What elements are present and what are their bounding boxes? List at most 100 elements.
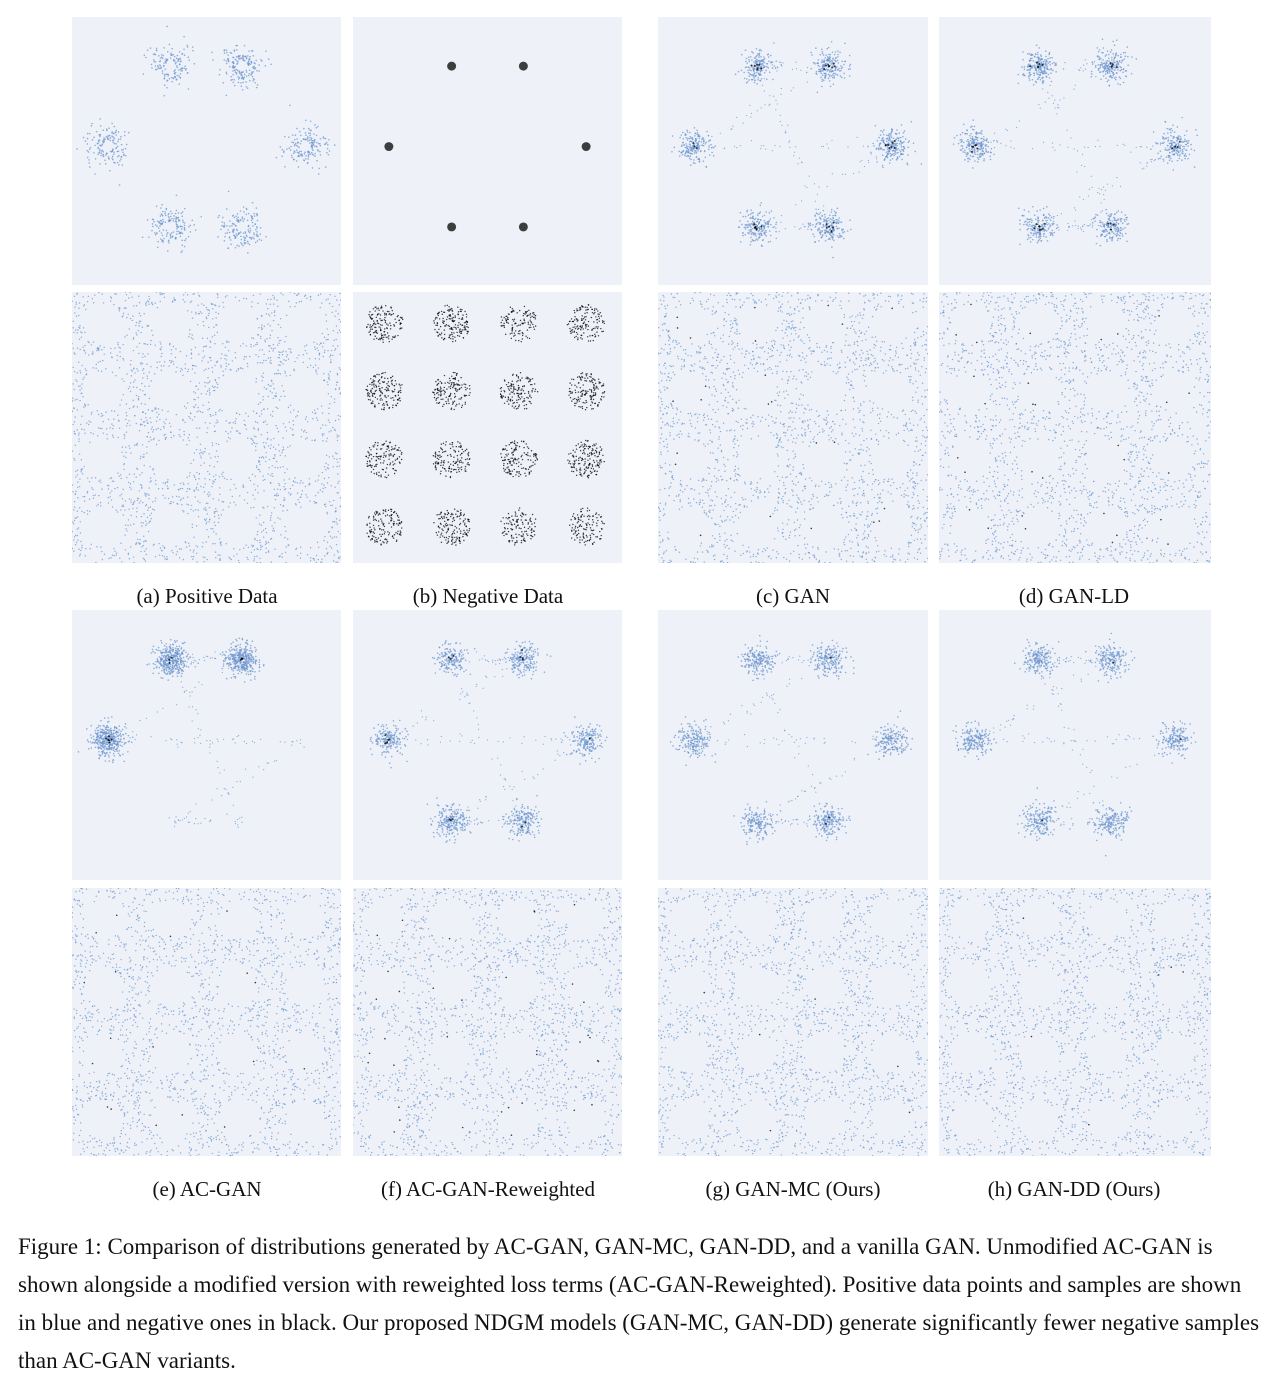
sample-point bbox=[101, 427, 103, 430]
sample-point bbox=[989, 155, 991, 158]
sample-point bbox=[1044, 72, 1047, 75]
sample-point bbox=[1045, 63, 1048, 66]
sample-point bbox=[208, 506, 211, 509]
sample-point bbox=[77, 539, 79, 541]
sample-point bbox=[683, 144, 685, 146]
sample-point bbox=[92, 497, 95, 500]
sample-point bbox=[896, 142, 898, 145]
sample-point bbox=[1017, 73, 1020, 76]
sample-point bbox=[132, 399, 134, 402]
sample-point bbox=[692, 144, 694, 147]
sample-point bbox=[757, 78, 759, 81]
sample-point bbox=[89, 510, 91, 513]
sample-point bbox=[1044, 225, 1046, 228]
sample-point bbox=[243, 239, 246, 241]
sample-point bbox=[826, 143, 828, 145]
sample-point bbox=[319, 306, 321, 309]
sample-point bbox=[256, 84, 259, 86]
sample-point bbox=[335, 521, 337, 523]
sample-point bbox=[830, 211, 833, 213]
sample-point bbox=[880, 139, 883, 142]
sample-point bbox=[324, 503, 327, 505]
sample-point bbox=[1105, 65, 1107, 68]
sample-point bbox=[1019, 243, 1021, 246]
sample-point bbox=[1056, 214, 1059, 217]
sample-point bbox=[976, 147, 979, 150]
scatter-b-ring bbox=[384, 61, 591, 232]
sample-point bbox=[839, 221, 841, 223]
sample-point bbox=[829, 85, 832, 88]
sample-point bbox=[1096, 214, 1099, 217]
sample-point bbox=[141, 546, 143, 548]
sample-point bbox=[1150, 159, 1152, 161]
sample-point bbox=[1074, 84, 1076, 86]
sample-point bbox=[99, 148, 101, 151]
sample-point bbox=[288, 421, 291, 423]
sample-point bbox=[1106, 230, 1109, 233]
sample-point bbox=[832, 217, 834, 219]
sample-point bbox=[766, 66, 768, 68]
sample-point bbox=[309, 296, 312, 298]
sample-point bbox=[125, 307, 127, 309]
sample-point bbox=[1105, 60, 1108, 63]
sample-point bbox=[801, 161, 803, 163]
sample-point bbox=[229, 489, 232, 491]
sample-point bbox=[199, 501, 201, 504]
sample-point bbox=[154, 232, 156, 234]
sample-point bbox=[975, 138, 978, 140]
sample-point bbox=[825, 221, 828, 224]
sample-point bbox=[312, 144, 315, 146]
sample-point bbox=[105, 128, 108, 131]
sample-point bbox=[238, 562, 241, 563]
sample-point bbox=[292, 141, 295, 144]
sample-point bbox=[72, 366, 74, 369]
sample-point bbox=[1152, 145, 1154, 147]
sample-point bbox=[978, 142, 981, 145]
sample-point bbox=[321, 433, 323, 435]
sample-point bbox=[692, 162, 695, 164]
sample-point bbox=[117, 138, 120, 141]
sample-point bbox=[143, 313, 145, 315]
sample-point bbox=[243, 211, 245, 213]
sample-point bbox=[814, 214, 816, 217]
sample-point bbox=[243, 243, 246, 245]
sample-point bbox=[1029, 63, 1031, 66]
sample-point bbox=[161, 292, 163, 295]
sample-point bbox=[1005, 128, 1007, 130]
sample-point bbox=[837, 219, 840, 222]
sample-point bbox=[236, 218, 238, 220]
sample-point bbox=[213, 334, 216, 336]
sample-point bbox=[145, 56, 147, 59]
sample-point bbox=[1099, 244, 1102, 247]
sample-point bbox=[803, 225, 805, 228]
sample-point bbox=[1049, 225, 1051, 228]
sample-point bbox=[891, 153, 894, 156]
sample-point bbox=[1110, 59, 1113, 61]
sample-point bbox=[160, 53, 163, 56]
sample-point bbox=[1035, 223, 1038, 226]
sample-point bbox=[269, 390, 272, 392]
sample-point bbox=[288, 147, 290, 150]
sample-point bbox=[284, 341, 286, 343]
sample-point bbox=[831, 139, 833, 142]
sample-point bbox=[214, 542, 216, 545]
sample-point bbox=[211, 385, 214, 387]
sample-point bbox=[76, 409, 79, 411]
sample-point bbox=[204, 345, 206, 348]
sample-point bbox=[1114, 54, 1117, 57]
sample-point bbox=[143, 513, 145, 515]
sample-point bbox=[294, 142, 297, 145]
sample-point bbox=[139, 474, 141, 476]
sample-point bbox=[753, 240, 755, 242]
sample-point bbox=[179, 350, 182, 353]
sample-point bbox=[315, 371, 317, 373]
sample-point bbox=[309, 557, 312, 559]
sample-point bbox=[960, 149, 963, 151]
sample-point bbox=[270, 362, 272, 365]
sample-point bbox=[979, 132, 981, 135]
sample-point bbox=[233, 78, 236, 81]
sample-point bbox=[1023, 66, 1026, 68]
sample-point bbox=[197, 489, 200, 491]
sample-point bbox=[128, 328, 131, 330]
sample-point bbox=[195, 545, 197, 547]
